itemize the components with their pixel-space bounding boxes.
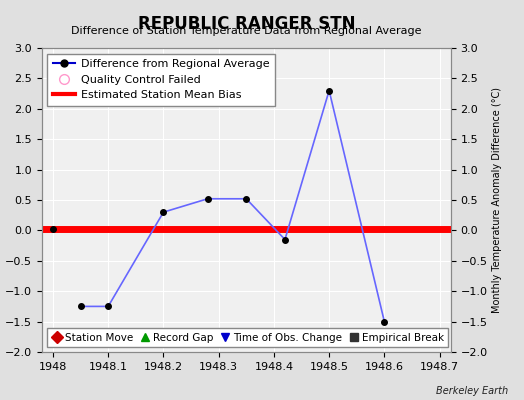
Legend: Station Move, Record Gap, Time of Obs. Change, Empirical Break: Station Move, Record Gap, Time of Obs. C… (47, 328, 448, 347)
Y-axis label: Monthly Temperature Anomaly Difference (°C): Monthly Temperature Anomaly Difference (… (492, 87, 501, 313)
Title: REPUBLIC RANGER STN: REPUBLIC RANGER STN (137, 14, 355, 32)
Text: Berkeley Earth: Berkeley Earth (436, 386, 508, 396)
Text: Difference of Station Temperature Data from Regional Average: Difference of Station Temperature Data f… (71, 26, 421, 36)
